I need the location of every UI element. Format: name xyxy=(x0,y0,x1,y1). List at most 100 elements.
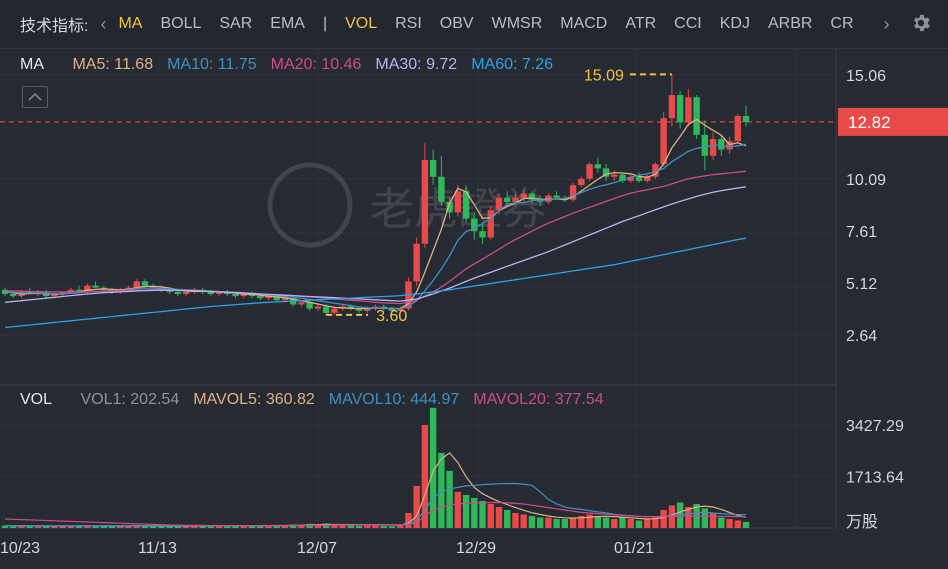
volume-bar xyxy=(281,525,289,528)
volume-bar xyxy=(495,506,503,528)
tab-ma[interactable]: MA xyxy=(118,15,143,32)
volume-bar xyxy=(380,525,387,528)
volume-bar xyxy=(528,515,536,528)
price-tick-label: 2.64 xyxy=(846,328,877,345)
volume-bar xyxy=(578,515,585,528)
candle-body xyxy=(586,164,593,179)
candle-body xyxy=(51,293,58,297)
candle-body xyxy=(125,287,132,290)
candle-body xyxy=(627,176,634,181)
candle-body xyxy=(413,243,420,282)
stock-chart: 老虎證券15.0610.097.615.122.6412.8215.093.60… xyxy=(0,48,948,557)
volume-bar xyxy=(635,520,643,528)
volume-bar xyxy=(479,500,486,528)
tab-atr[interactable]: ATR xyxy=(625,15,657,32)
candle-body xyxy=(718,139,725,150)
tab-cr[interactable]: CR xyxy=(830,15,854,32)
candle-body xyxy=(619,174,626,181)
volume-bar xyxy=(405,512,412,528)
candle-body xyxy=(594,164,601,169)
ma-legend-item: MA20: 10.46 xyxy=(270,56,362,73)
volume-bar xyxy=(561,518,569,528)
tab-macd[interactable]: MACD xyxy=(560,15,608,32)
vol-line-mavol20 xyxy=(4,501,747,527)
price-tick-label: 7.61 xyxy=(846,224,877,241)
volume-bar xyxy=(718,517,725,528)
ma-legend-item: MA10: 11.75 xyxy=(167,56,257,73)
candle-body xyxy=(429,159,437,177)
volume-bar xyxy=(108,526,116,528)
volume-bar xyxy=(586,514,593,528)
tab-arbr[interactable]: ARBR xyxy=(767,15,813,32)
tab-sar[interactable]: SAR xyxy=(219,15,253,32)
candle-body xyxy=(388,308,396,311)
high-annotation: 15.09 xyxy=(584,67,624,84)
price-tick-label: 10.09 xyxy=(846,172,886,189)
volume-bar xyxy=(191,526,198,528)
candle-body xyxy=(306,302,313,309)
tab-wmsr[interactable]: WMSR xyxy=(491,15,543,32)
toolbar-label: 技术指标: xyxy=(20,18,89,35)
volume-bar xyxy=(553,518,560,528)
candle-body xyxy=(701,134,709,156)
volume-bar xyxy=(372,525,379,528)
vol-line-mavol10 xyxy=(5,482,747,527)
candle-body xyxy=(298,302,305,305)
volume-bar xyxy=(257,525,264,528)
volume-bar xyxy=(117,525,124,528)
candle-body xyxy=(693,97,700,135)
candle-body xyxy=(322,306,330,313)
candle-body xyxy=(59,291,66,294)
gear-icon[interactable] xyxy=(910,12,932,34)
current-price-label: 12.82 xyxy=(848,113,891,132)
candle-body xyxy=(676,95,684,123)
candle-body xyxy=(182,291,190,294)
volume-bar xyxy=(26,525,33,528)
volume-bar xyxy=(611,518,618,528)
vol-legend: VOL VOL1: 202.54 MAVOL5: 360.82 MAVOL10: 4… xyxy=(20,391,618,409)
tab-cci[interactable]: CCI xyxy=(674,15,702,32)
tab-kdj[interactable]: KDJ xyxy=(719,15,750,32)
volume-bar xyxy=(125,526,132,528)
volume-unit-label: 万股 xyxy=(846,513,878,531)
volume-bar xyxy=(10,526,17,528)
tab-boll[interactable]: BOLL xyxy=(160,15,202,32)
tab-vol[interactable]: VOL xyxy=(345,15,378,32)
candle-body xyxy=(520,193,527,198)
chevron-left-icon[interactable]: ‹ xyxy=(100,13,107,34)
price-tick-label: 5.12 xyxy=(846,276,877,293)
volume-bar xyxy=(232,526,239,528)
candle-body xyxy=(479,231,486,238)
volume-bar xyxy=(536,517,544,528)
volume-bar xyxy=(67,525,75,528)
volume-bar xyxy=(42,526,50,528)
vol-legend-item: MAVOL20: 377.54 xyxy=(473,391,604,408)
candle-body xyxy=(487,210,494,238)
tab-ema[interactable]: EMA xyxy=(270,15,305,32)
tab-obv[interactable]: OBV xyxy=(439,15,474,32)
volume-bar xyxy=(438,452,445,528)
volume-bar xyxy=(734,520,741,528)
volume-bar xyxy=(322,523,330,528)
chevron-right-icon[interactable]: › xyxy=(883,13,890,34)
candle-body xyxy=(471,218,478,232)
ma-legend-title: MA xyxy=(20,56,44,73)
volume-bar xyxy=(92,526,99,528)
volume-bar xyxy=(273,524,280,528)
candle-body xyxy=(240,293,247,297)
tab-rsi[interactable]: RSI xyxy=(395,15,422,32)
volume-bar xyxy=(100,526,107,528)
candle-body xyxy=(553,195,560,198)
volume-bar xyxy=(397,525,404,528)
volume-bar xyxy=(331,524,338,528)
chevron-up-icon xyxy=(28,92,42,101)
volume-bar xyxy=(504,509,511,528)
volume-bar xyxy=(18,525,25,528)
candle-body xyxy=(10,293,17,297)
volume-bar xyxy=(446,470,453,528)
volume-bar xyxy=(1,525,9,528)
candle-body xyxy=(257,296,264,299)
candle-body xyxy=(644,176,651,181)
ma-line-ma30 xyxy=(4,186,747,303)
collapse-button[interactable] xyxy=(22,86,48,108)
